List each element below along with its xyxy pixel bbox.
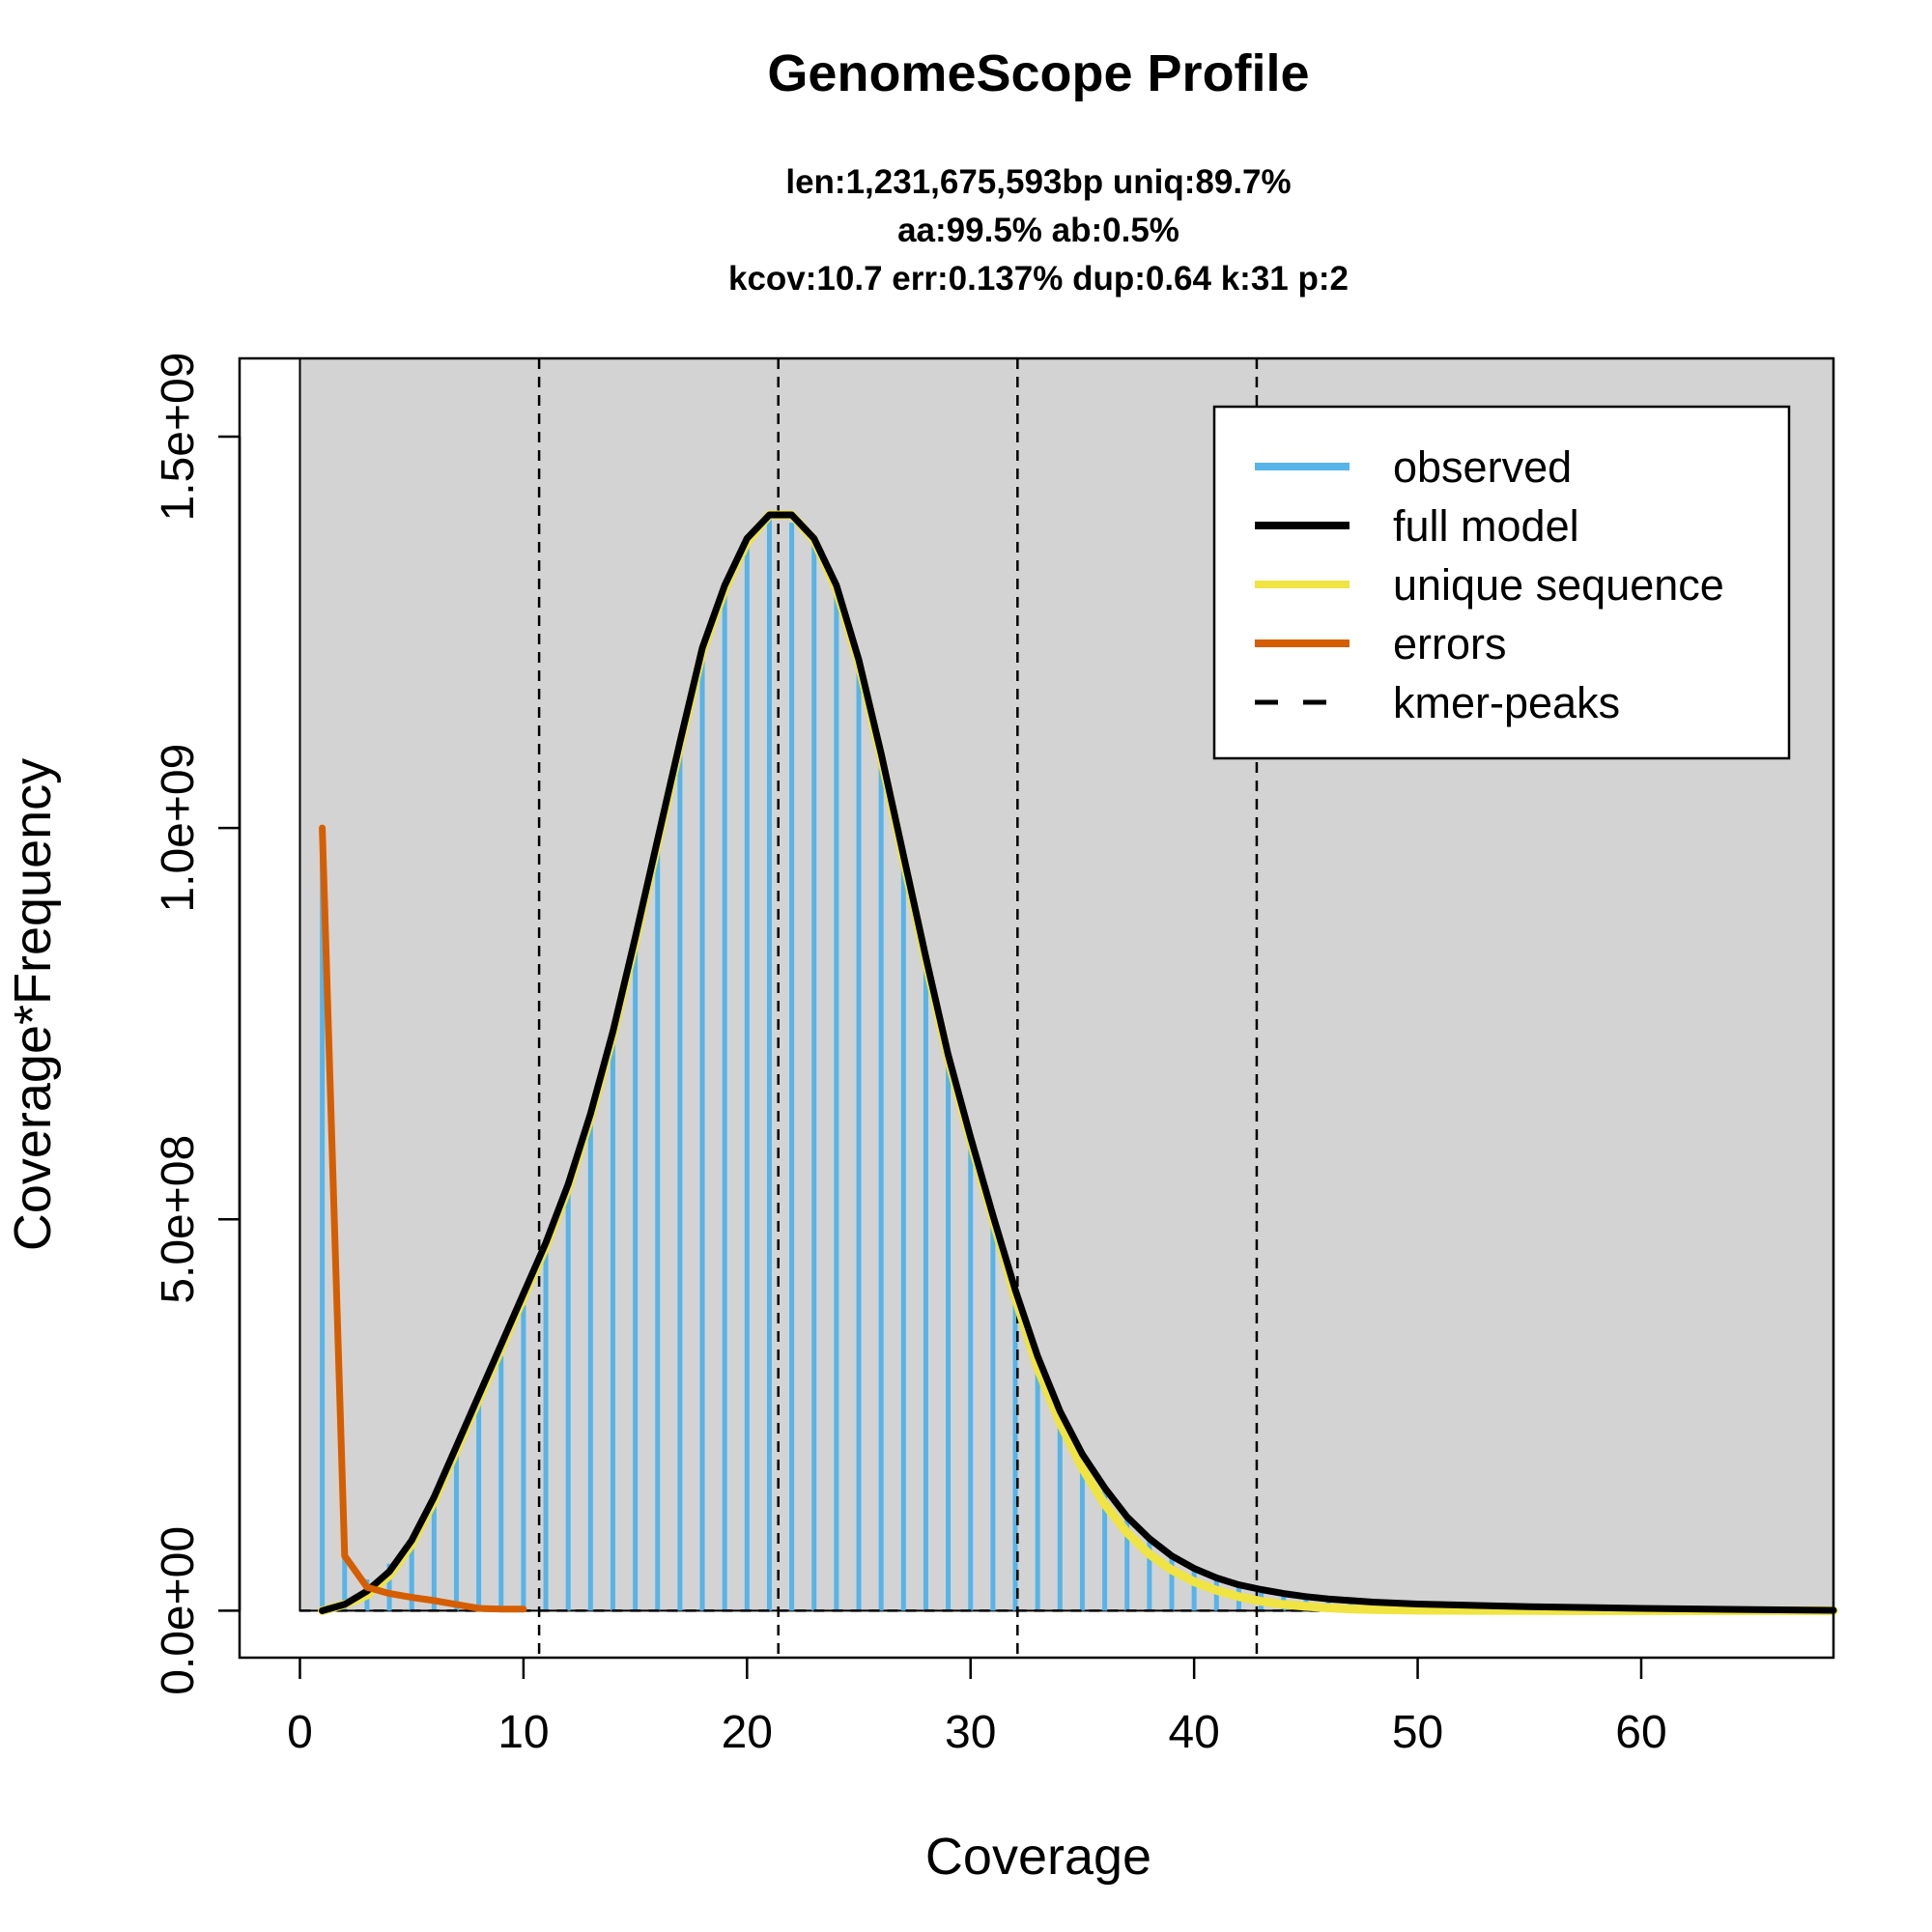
legend-label-unique-sequence: unique sequence bbox=[1393, 560, 1724, 610]
x-tick-label: 20 bbox=[722, 1707, 773, 1758]
chart-subtitle-line-2: aa:99.5% ab:0.5% bbox=[897, 212, 1179, 249]
legend-label-kmer-peaks: kmer-peaks bbox=[1393, 678, 1620, 727]
legend-label-errors: errors bbox=[1393, 619, 1507, 668]
x-tick-label: 50 bbox=[1392, 1707, 1443, 1758]
y-tick-label: 5.0e+08 bbox=[153, 1135, 204, 1304]
errors-line bbox=[319, 824, 527, 1613]
x-axis: 0 10 20 30 40 50 60 bbox=[287, 1658, 1667, 1758]
x-tick-label: 60 bbox=[1615, 1707, 1666, 1758]
chart-subtitle-line-1: len:1,231,675,593bp uniq:89.7% bbox=[785, 163, 1291, 201]
legend-label-observed: observed bbox=[1393, 442, 1572, 492]
legend: observed full model unique sequence errors k… bbox=[1212, 405, 1791, 760]
y-tick-label: 1.5e+09 bbox=[153, 353, 204, 522]
full-model-line bbox=[319, 511, 1837, 1614]
x-tick-label: 40 bbox=[1168, 1707, 1219, 1758]
x-axis-label: Coverage bbox=[925, 1828, 1151, 1886]
y-tick-label: 0.0e+00 bbox=[153, 1526, 204, 1695]
legend-label-full-model: full model bbox=[1393, 501, 1579, 551]
model-lines bbox=[318, 510, 1838, 1615]
chart-subtitle-line-3: kcov:10.7 err:0.137% dup:0.64 k:31 p:2 bbox=[728, 260, 1349, 298]
x-tick-label: 10 bbox=[497, 1707, 549, 1758]
x-tick-label: 30 bbox=[945, 1707, 996, 1758]
y-axis-label: Coverage*Frequency bbox=[4, 758, 62, 1251]
observed-bars bbox=[320, 519, 1823, 1611]
y-axis: 0.0e+00 5.0e+08 1.0e+09 1.5e+09 bbox=[153, 353, 242, 1695]
y-tick-label: 1.0e+09 bbox=[153, 744, 204, 913]
kmer-peak-lines bbox=[537, 358, 1259, 1658]
x-tick-label: 0 bbox=[287, 1707, 313, 1758]
chart-title: GenomeScope Profile bbox=[767, 44, 1309, 102]
